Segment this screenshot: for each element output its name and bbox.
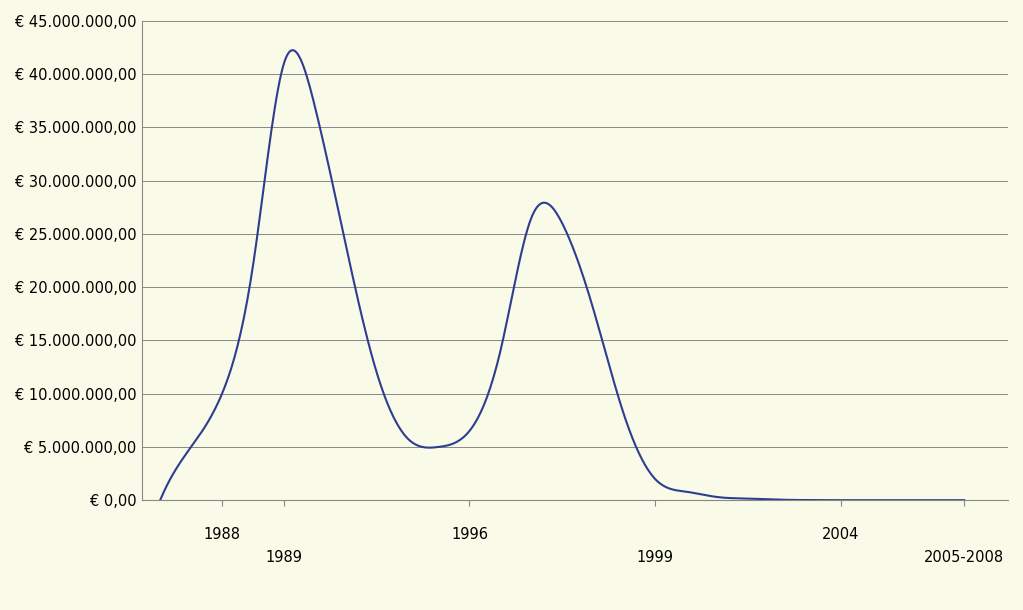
Text: 1996: 1996: [451, 526, 488, 542]
Text: 2004: 2004: [821, 526, 859, 542]
Text: 1989: 1989: [265, 550, 303, 565]
Text: 2005-2008: 2005-2008: [924, 550, 1005, 565]
Text: 1988: 1988: [204, 526, 240, 542]
Text: 1999: 1999: [636, 550, 673, 565]
